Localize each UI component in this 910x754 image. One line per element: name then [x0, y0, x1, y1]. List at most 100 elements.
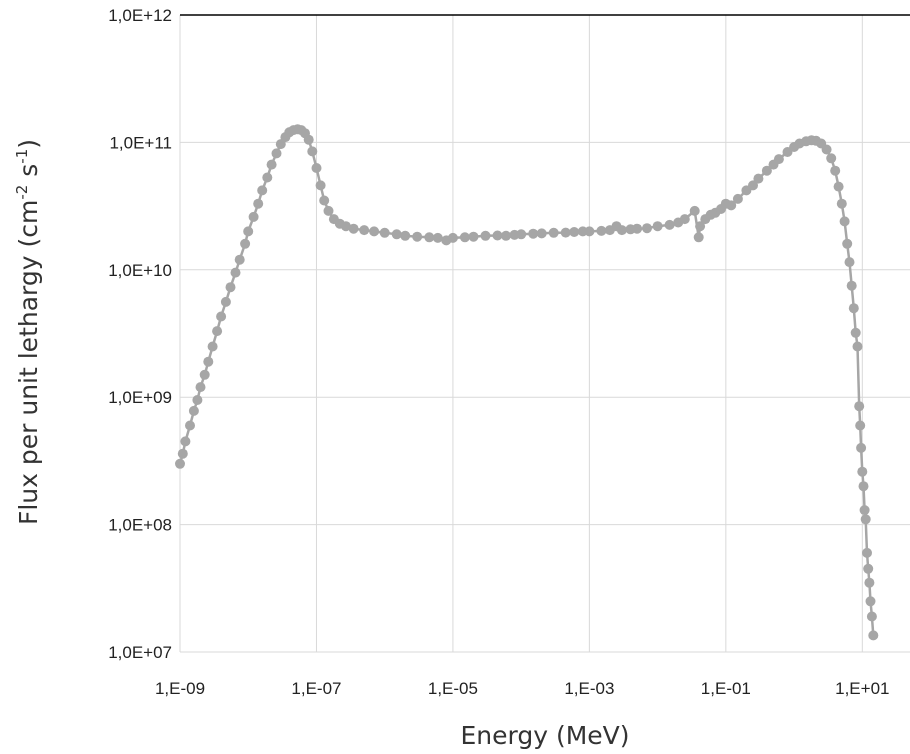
data-point: [230, 267, 241, 278]
y-tick-label: 1,0E+11: [109, 133, 172, 152]
data-point: [868, 630, 879, 641]
data-point: [856, 442, 867, 453]
data-point: [850, 327, 861, 338]
y-tick-label: 1,0E+07: [108, 643, 172, 662]
data-point: [863, 563, 874, 574]
data-point: [833, 181, 844, 192]
data-point: [271, 148, 282, 159]
data-point: [773, 154, 784, 165]
data-point: [857, 466, 868, 477]
data-point: [307, 146, 318, 157]
data-point: [855, 420, 866, 431]
y-axis-tick-labels: 1,0E+07 1,0E+08 1,0E+09 1,0E+10 1,0E+11 1,0E+…: [108, 6, 172, 662]
data-point: [548, 227, 559, 238]
data-point: [826, 153, 837, 164]
data-point: [596, 225, 607, 236]
data-point: [859, 505, 870, 516]
data-point: [185, 420, 195, 431]
data-point: [830, 165, 841, 176]
data-point: [432, 232, 443, 243]
data-point: [864, 577, 875, 588]
data-point: [846, 280, 857, 291]
data-point: [192, 395, 203, 405]
data-point: [248, 211, 259, 222]
data-point: [854, 401, 865, 412]
data-point: [340, 221, 351, 232]
data-point: [323, 205, 334, 216]
data-point: [240, 238, 251, 249]
data-point: [207, 341, 218, 352]
chart-grid: [179, 15, 910, 653]
data-point: [459, 232, 470, 243]
data-point: [616, 225, 627, 236]
chart-series: [175, 124, 879, 641]
data-point: [761, 165, 772, 176]
data-point: [266, 159, 277, 170]
data-point: [695, 221, 706, 232]
data-point: [839, 216, 850, 227]
data-point: [492, 230, 503, 241]
data-point: [319, 195, 330, 206]
data-point: [844, 257, 855, 268]
x-tick-label: 1,E-03: [564, 679, 614, 698]
data-point: [379, 227, 390, 238]
data-point: [400, 230, 411, 241]
y-axis-title-sup1: -2: [13, 185, 31, 200]
data-point: [501, 230, 511, 241]
y-axis-title-sup2: -1: [13, 149, 31, 164]
data-point: [860, 514, 871, 525]
data-point: [652, 221, 663, 232]
data-point: [216, 311, 227, 322]
y-tick-label: 1,0E+10: [108, 261, 172, 280]
data-point: [188, 405, 199, 416]
data-point: [220, 296, 231, 307]
data-point: [225, 282, 236, 293]
x-tick-label: 1,E-05: [428, 679, 478, 698]
data-point: [311, 163, 322, 173]
x-axis-tick-labels: 1,E-09 1,E-07 1,E-05 1,E-03 1,E-01 1,E+01: [155, 679, 890, 698]
data-point: [584, 226, 595, 237]
x-tick-label: 1,E-01: [701, 679, 751, 698]
data-point: [842, 238, 853, 249]
data-point: [836, 198, 847, 209]
data-point: [424, 232, 435, 243]
data-point: [203, 356, 214, 367]
data-point: [866, 611, 877, 622]
data-point: [412, 231, 423, 242]
data-point: [303, 134, 314, 145]
data-point: [199, 369, 210, 380]
data-point: [528, 228, 539, 239]
data-point: [679, 214, 690, 225]
data-point: [664, 219, 675, 230]
data-point: [359, 225, 370, 236]
data-point: [348, 223, 359, 234]
data-point: [369, 226, 380, 237]
data-point: [468, 231, 479, 242]
data-point: [243, 226, 254, 237]
y-axis-title-mid: s: [14, 164, 43, 185]
data-point: [821, 144, 832, 155]
series-line: [178, 127, 875, 636]
data-point: [315, 180, 326, 191]
data-point: [480, 230, 491, 241]
y-tick-label: 1,0E+08: [108, 516, 172, 535]
data-point: [726, 200, 737, 211]
y-tick-label: 1,0E+09: [108, 388, 172, 407]
data-point: [865, 596, 876, 607]
y-axis-title: Flux per unit lethargy (cm-2 s-1): [13, 139, 43, 525]
data-point: [862, 547, 872, 558]
data-point: [175, 458, 185, 469]
data-point: [689, 205, 700, 216]
data-point: [560, 227, 571, 238]
data-point: [391, 229, 402, 240]
x-axis-title: Energy (MeV): [460, 721, 629, 750]
data-point: [848, 303, 859, 314]
data-point: [234, 254, 245, 265]
data-point: [536, 228, 547, 239]
data-point: [753, 173, 764, 184]
x-tick-label: 1,E-09: [155, 679, 205, 698]
data-point: [632, 223, 643, 234]
data-point: [732, 193, 743, 204]
data-point: [748, 180, 758, 191]
